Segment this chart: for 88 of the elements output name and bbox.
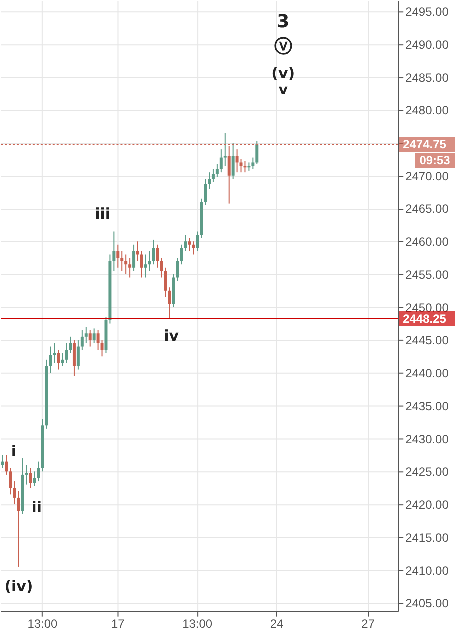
candlestick <box>140 250 144 278</box>
candlestick <box>136 241 140 262</box>
candlestick <box>188 238 192 252</box>
annotation: ii <box>32 498 42 517</box>
x-tick-label: 24 <box>270 616 284 631</box>
annotation: (v) <box>272 64 296 83</box>
y-tick-label: 2405.00 <box>406 596 450 611</box>
y-tick-label: 2495.00 <box>406 5 450 20</box>
ref-line-label: 2474.75 <box>403 138 447 152</box>
y-tick-label: 2465.00 <box>406 202 450 216</box>
candlestick <box>208 172 211 190</box>
candlestick <box>204 178 208 206</box>
candlestick <box>160 258 164 278</box>
y-tick-label: 2440.00 <box>406 366 450 381</box>
candlestick <box>152 239 156 266</box>
x-tick-label: 17 <box>111 616 126 631</box>
y-tick-label: 2470.00 <box>406 169 450 184</box>
candlestick <box>256 140 259 165</box>
y-tick-label: 2425.00 <box>406 465 450 480</box>
annotation: (iv) <box>4 577 34 596</box>
y-tick-label: 2460.00 <box>406 235 450 250</box>
candlestick <box>5 454 8 476</box>
candlestick <box>84 326 88 344</box>
candlestick <box>216 164 219 178</box>
annotation: 3 <box>277 12 290 33</box>
candlestick <box>252 157 255 170</box>
candlestick <box>176 258 180 282</box>
candlestick <box>37 461 40 482</box>
y-tick-label: 2455.00 <box>406 268 450 282</box>
candlestick <box>168 287 172 320</box>
candlestick <box>57 350 60 370</box>
x-tick-label: 13:00 <box>28 616 58 631</box>
candlestick <box>240 158 243 174</box>
candlestick <box>196 231 200 252</box>
candlestick <box>80 330 84 351</box>
candlestick <box>232 142 235 180</box>
candlestick <box>76 340 80 370</box>
y-tick-label: 2480.00 <box>406 104 450 118</box>
candlestick <box>49 346 52 374</box>
candlestick <box>61 352 64 367</box>
candlestick <box>69 336 72 354</box>
candlestick <box>88 330 92 348</box>
y-tick-label: 2490.00 <box>406 38 450 52</box>
candlestick <box>53 342 56 364</box>
y-tick-label: 2420.00 <box>406 498 450 512</box>
x-tick-label: 13:00 <box>182 616 213 631</box>
candlestick <box>92 328 96 344</box>
candlestick <box>244 160 247 174</box>
y-tick-label: 2410.00 <box>406 564 450 578</box>
candlestick <box>156 244 160 268</box>
y-tick-label: 2415.00 <box>406 530 450 545</box>
candlestick <box>192 241 196 256</box>
candlestick <box>17 490 20 568</box>
annotation: iv <box>164 326 180 345</box>
candlestick <box>25 464 28 486</box>
candlestick <box>96 330 100 351</box>
candlestick <box>180 244 184 266</box>
y-tick-label: 2430.00 <box>406 432 450 446</box>
y-tick-label: 2485.00 <box>406 70 450 85</box>
candlestick <box>100 340 104 358</box>
candlestick <box>236 149 239 174</box>
annotation: i <box>11 442 17 461</box>
candlestick <box>120 250 124 272</box>
candlestick <box>224 132 227 167</box>
text: 09:53 <box>420 154 451 168</box>
candlestick <box>148 250 152 272</box>
annotation: v <box>278 82 288 98</box>
candlestick <box>132 244 136 272</box>
x-tick-label: 27 <box>362 616 376 631</box>
candlestick <box>72 340 76 377</box>
candlestick <box>1 454 4 469</box>
y-tick-label: 2435.00 <box>406 399 450 414</box>
candlestick <box>184 234 188 252</box>
annotation: iii <box>95 205 110 224</box>
candlestick <box>220 149 223 174</box>
candlestick <box>124 254 128 275</box>
candlestick <box>116 244 120 268</box>
y-tick-label: 2445.00 <box>406 334 450 348</box>
candlestick <box>144 254 148 278</box>
annotation: ⓥ <box>274 36 292 58</box>
candlestick <box>212 168 215 183</box>
candlestick <box>29 468 32 489</box>
candlestick <box>9 468 12 496</box>
candlestick <box>13 481 16 506</box>
candlestick <box>112 231 116 272</box>
candlestick <box>164 267 168 298</box>
candlestick <box>128 258 132 278</box>
candlestick <box>65 342 68 364</box>
